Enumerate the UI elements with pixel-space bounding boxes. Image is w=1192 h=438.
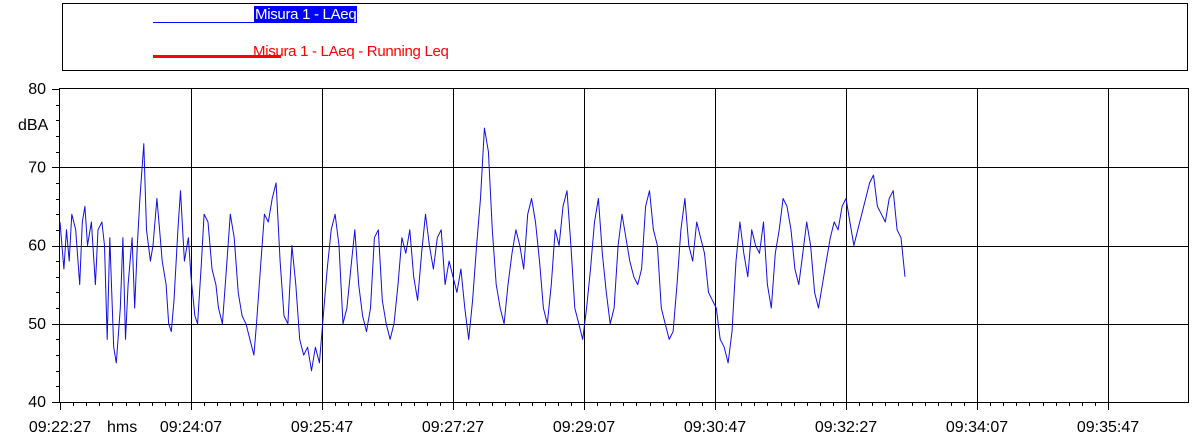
series-layer: [60, 128, 905, 371]
x-axis-label: hms: [107, 419, 137, 436]
series-line-1: [60, 128, 905, 371]
grid-lines: [60, 89, 1188, 402]
y-tick-label-60: 60: [28, 238, 46, 255]
x-tick-label-8: 09:35:47: [1077, 419, 1139, 436]
x-tick-label-2: 09:25:47: [291, 419, 353, 436]
x-tick-label-7: 09:34:07: [946, 419, 1008, 436]
y-tick-label-80: 80: [28, 81, 46, 98]
x-tick-label-6: 09:32:27: [815, 419, 877, 436]
x-tick-label-0: 09:22:27: [29, 419, 91, 436]
x-tick-label-5: 09:30:47: [684, 419, 746, 436]
plot-frame: [60, 89, 1189, 403]
y-tick-label-70: 70: [28, 159, 46, 176]
y-tick-label-50: 50: [28, 316, 46, 333]
y-tick-label-40: 40: [28, 394, 46, 411]
x-tick-label-1: 09:24:07: [160, 419, 222, 436]
x-tick-labels: 09:22:27 09:24:07 09:25:47 09:27:27 09:29:07…: [29, 419, 1139, 436]
x-tick-label-4: 09:29:07: [553, 419, 615, 436]
x-tick-label-3: 09:27:27: [422, 419, 484, 436]
y-axis-label: dBA: [18, 117, 49, 134]
